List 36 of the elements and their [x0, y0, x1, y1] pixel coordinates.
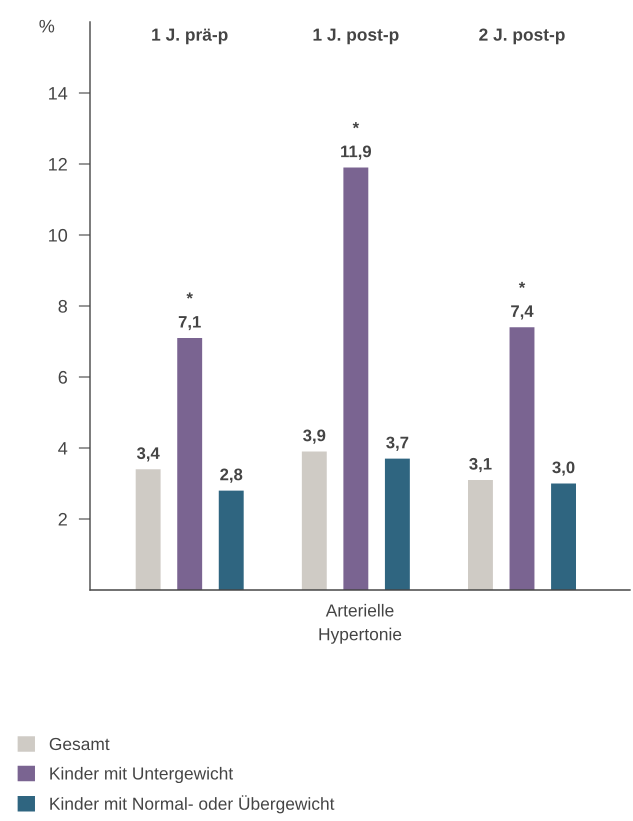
data-label: 3,4: [136, 447, 160, 462]
x-axis-title: Arterielle Hypertonie: [319, 604, 402, 644]
legend-label: Gesamt: [50, 738, 110, 750]
bar: [468, 480, 493, 590]
y-tick-label: 10: [49, 228, 68, 242]
annotation: *: [352, 122, 360, 128]
data-label: 3,9: [303, 430, 326, 444]
y-tick-label: 4: [58, 442, 68, 455]
data-label: 7,4: [511, 305, 534, 320]
annotation: *: [186, 292, 193, 299]
y-tick-label: 8: [58, 300, 67, 313]
bar: [177, 338, 202, 590]
data-label: 3,1: [469, 458, 492, 472]
y-axis-title: %: [39, 20, 54, 32]
x-tick-label: 2 J. post-p: [479, 28, 565, 44]
y-tick-label: 14: [49, 87, 68, 100]
data-label: 3,7: [386, 436, 408, 451]
y-tick-label: 12: [49, 158, 67, 171]
legend-label: Kinder mit Normal- oder Übergewicht: [50, 795, 334, 814]
bar: [218, 490, 244, 590]
bar: [136, 469, 161, 590]
bar: [551, 484, 576, 590]
bar: [302, 452, 327, 590]
bar: [510, 327, 534, 590]
annotation: *: [518, 282, 526, 288]
data-label: 3,0: [552, 461, 574, 476]
data-label: 7,1: [178, 316, 201, 330]
x-tick-label: 1 J. post-p: [314, 28, 399, 44]
y-tick-label: 6: [58, 370, 67, 384]
bar: [384, 458, 410, 590]
data-label: 11,9: [341, 146, 371, 160]
data-label: 2,8: [220, 468, 242, 483]
y-tick-label: 2: [58, 512, 67, 526]
x-tick-label: 1 J. prä-p: [152, 28, 228, 44]
legend-label: Kinder mit Untergewicht: [50, 766, 234, 784]
bar: [343, 168, 368, 590]
